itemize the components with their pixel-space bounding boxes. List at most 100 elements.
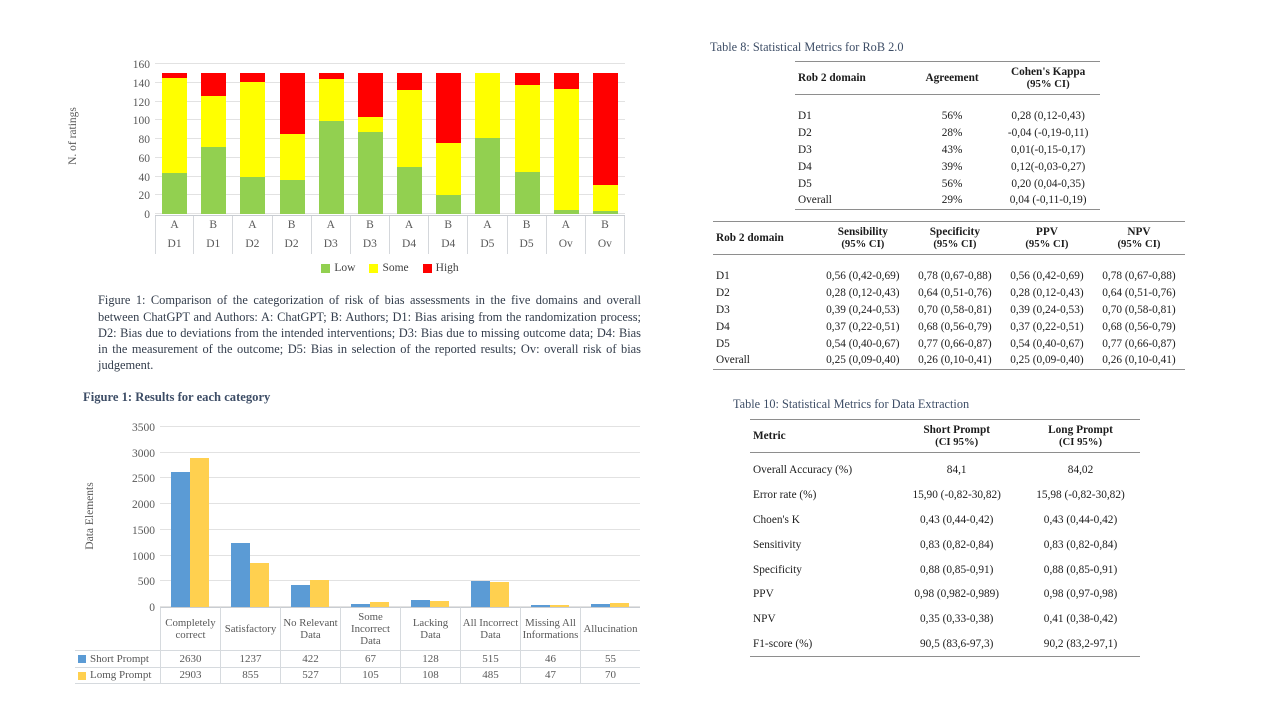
- stacked-bar: [318, 73, 344, 214]
- category-label: B: [194, 216, 234, 235]
- domain-label: D2: [273, 235, 312, 254]
- bar-segment-some: [357, 116, 383, 133]
- gridline: [155, 63, 625, 64]
- data-table-corner: [75, 607, 160, 650]
- data-table-category-header: Allucination: [580, 607, 640, 650]
- row-label: PPV: [753, 588, 774, 601]
- rob-chart-category-table: A B A B A B A B A B A B D1 D1 D2 D2 D3 D3 D4 D4 D5 D5 Ov Ov: [155, 215, 625, 254]
- stacked-bar: [592, 73, 618, 214]
- bar-slot: [586, 64, 625, 214]
- rob-chart-yaxis: 0 20 40 60 80 100 120 140 160: [110, 59, 151, 221]
- bar-slot: [508, 64, 547, 214]
- y-axis-tick-label: 100: [132, 115, 150, 128]
- rob-chart-legend: Low Some High: [155, 262, 625, 274]
- column-header-label: PPV: [1035, 226, 1058, 238]
- stacked-bar: [162, 73, 188, 214]
- table8-container: Rob 2 domain Agreement Cohen's Kappa (95% C…: [795, 61, 1100, 210]
- table10: Metric Short Prompt (CI 95%) Long Prompt (CI…: [750, 419, 1140, 658]
- table-row: PPV 0,98 (0,982-0,989) 0,98 (0,97-0,98): [750, 582, 1140, 607]
- y-axis-tick-label: 0: [149, 602, 155, 614]
- bar-lomg: [370, 601, 389, 607]
- row-label: F1-score (%): [750, 631, 893, 658]
- table-row: D5 0,54 (0,40-0,67) 0,77 (0,66-0,87) 0,54 (…: [713, 335, 1185, 352]
- bar-segment-high: [279, 73, 305, 135]
- cell-value: 0,37 (0,22-0,51): [826, 320, 900, 333]
- column-header-sub: (CI 95%): [1058, 436, 1103, 448]
- legend-item: High: [422, 262, 459, 274]
- legend-label: Low: [334, 262, 356, 274]
- gridline: [160, 477, 640, 479]
- column-header: Specificity (95% CI): [908, 221, 1001, 255]
- domain-label: Ov: [547, 235, 586, 254]
- table-row: D3 43% 0,01(-0,15-0,17): [795, 142, 1100, 159]
- column-header-sub: (95% CI): [1117, 238, 1161, 250]
- domain-label: D5: [468, 235, 508, 254]
- column-header-sub: (95% CI): [933, 238, 977, 250]
- column-header-label: Sensibility: [837, 226, 888, 238]
- gridline: [155, 138, 625, 139]
- bar-segment-high: [162, 73, 188, 79]
- bar-segment-some: [240, 81, 266, 178]
- category-label: B: [586, 216, 625, 235]
- y-axis-tick-label: 500: [137, 576, 155, 589]
- cell-value: 0,41 (0,38-0,42): [1043, 613, 1118, 626]
- category-label: A: [547, 216, 586, 235]
- bars-container: [160, 427, 640, 607]
- bar-lomg: [310, 579, 329, 607]
- stacked-bar: [397, 73, 423, 214]
- table-row: Error rate (%) 15,90 (-0,82-30,82) 15,98 (…: [750, 483, 1140, 508]
- results-chart-y-axis-title: Data Elements: [84, 482, 96, 550]
- domain-label: Ov: [586, 235, 625, 254]
- row-label: D2: [716, 287, 730, 300]
- category-label: A: [155, 216, 195, 235]
- gridline: [160, 503, 640, 505]
- bar-slot: [468, 64, 507, 214]
- cell-value: 43%: [941, 143, 963, 156]
- data-table-value: 527: [280, 667, 340, 684]
- gridline: [160, 451, 640, 453]
- cell-value: 0,83 (0,82-0,84): [1043, 538, 1118, 551]
- column-header-sub: (95% CI): [1025, 238, 1069, 250]
- y-axis-tick-label: 60: [138, 152, 151, 165]
- domain-label: D1: [155, 235, 195, 254]
- data-table-value: 70: [580, 667, 640, 684]
- domain-label: D4: [390, 235, 430, 254]
- cell-value: 90,2 (83,2-97,1): [1021, 631, 1140, 658]
- bar-segment-low: [475, 138, 501, 214]
- data-table-value: 128: [400, 650, 460, 667]
- legend-label: High: [435, 262, 459, 274]
- stacked-bar: [357, 73, 383, 214]
- column-header: Cohen's Kappa (95% CI): [996, 61, 1100, 95]
- data-table-value: 47: [520, 667, 580, 684]
- cell-value: 0,12(-0,03-0,27): [1010, 160, 1086, 173]
- table-row: NPV 0,35 (0,33-0,38) 0,41 (0,38-0,42): [750, 607, 1140, 632]
- gridline: [155, 156, 625, 158]
- table-row: D2 0,28 (0,12-0,43) 0,64 (0,51-0,76) 0,28 (…: [713, 285, 1185, 302]
- bar-lomg: [490, 582, 509, 607]
- domain-label: D3: [312, 235, 351, 254]
- y-axis-tick-label: 160: [132, 59, 150, 71]
- bar-segment-low: [162, 172, 188, 214]
- domain-label: D4: [429, 235, 469, 254]
- column-header-label: Metric: [753, 430, 786, 442]
- legend-swatch: [78, 671, 86, 680]
- data-table-category-header: Satisfactory: [220, 607, 280, 650]
- bar-segment-low: [592, 211, 618, 214]
- figure1-caption: Figure 1: Comparison of the categorizati…: [98, 293, 641, 373]
- bar-group: [160, 427, 220, 607]
- table-row: D4 39% 0,12(-0,03-0,27): [795, 158, 1100, 175]
- column-header: Sensibility (95% CI): [816, 221, 909, 255]
- cell-value: 0,43 (0,44-0,42): [1043, 513, 1118, 526]
- cell-value: 0,25 (0,09-0,40): [816, 351, 909, 370]
- data-table-category-header: All Incorrect Data: [460, 607, 520, 650]
- column-header: Long Prompt (CI 95%): [1021, 419, 1140, 453]
- bar-segment-low: [514, 171, 540, 214]
- gridline: [155, 175, 625, 177]
- table-row: D2 28% -0,04 (-0,19-0,11): [795, 125, 1100, 142]
- row-label: D3: [798, 143, 812, 156]
- bar-short: [471, 580, 490, 607]
- row-label: Overall Accuracy (%): [753, 464, 853, 477]
- cell-value: 29%: [907, 191, 997, 210]
- gridline: [155, 119, 625, 121]
- cell-value: 90,5 (83,6-97,3): [892, 631, 1022, 658]
